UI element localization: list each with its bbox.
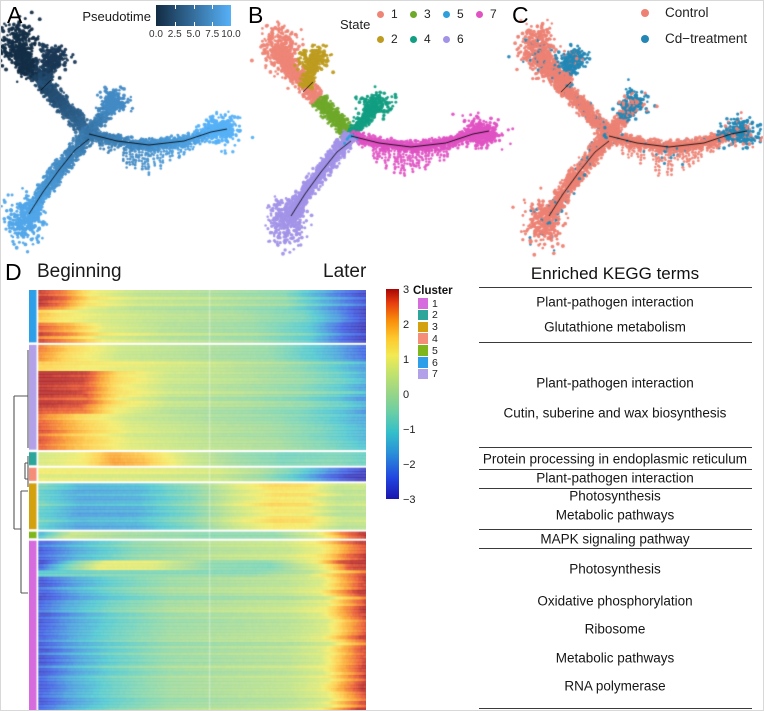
kegg-divider-line bbox=[479, 548, 752, 549]
state-legend-label: 5 bbox=[457, 7, 464, 21]
pseudotime-bar-tick bbox=[174, 5, 176, 9]
pseudotime-bar-tick bbox=[193, 5, 195, 9]
zscore-tick-label: 1 bbox=[403, 354, 410, 366]
kegg-term: Plant-pathogen interaction bbox=[536, 294, 694, 310]
kegg-term: Metabolic pathways bbox=[555, 507, 675, 523]
panel-a-label: A bbox=[7, 2, 23, 28]
state-legend-label: 6 bbox=[457, 32, 464, 46]
panel-c-label: C bbox=[512, 2, 529, 28]
state-legend-dot bbox=[475, 10, 483, 18]
kegg-term: Photosynthesis bbox=[569, 488, 661, 504]
kegg-term: Glutathione metabolism bbox=[544, 319, 686, 335]
kegg-divider-line bbox=[479, 708, 752, 709]
pseudotime-tick-label: 0.0 bbox=[149, 29, 163, 40]
pseudotime-bar-tick bbox=[193, 22, 195, 26]
cluster-legend-swatch bbox=[418, 333, 428, 344]
treatment-legend-dot bbox=[641, 35, 649, 43]
state-legend-dot bbox=[442, 35, 450, 43]
kegg-divider-line bbox=[479, 488, 752, 489]
panel-d-label: D bbox=[5, 259, 22, 285]
zscore-tick-label: 2 bbox=[403, 319, 410, 331]
state-legend-label: 7 bbox=[490, 7, 497, 21]
kegg-divider-line bbox=[479, 342, 752, 343]
heatmap-beginning-label: Beginning bbox=[37, 261, 122, 282]
kegg-term: Metabolic pathways bbox=[555, 650, 675, 666]
cluster-legend-swatch bbox=[418, 357, 428, 368]
state-legend-label: 1 bbox=[391, 7, 398, 21]
kegg-divider-line bbox=[479, 287, 752, 288]
cluster-legend-swatch bbox=[418, 309, 428, 321]
trajectory-panels-canvas bbox=[1, 1, 763, 259]
kegg-term: Plant-pathogen interaction bbox=[536, 375, 694, 391]
zscore-colorbar bbox=[386, 289, 399, 499]
state-legend-label: 4 bbox=[424, 32, 431, 46]
state-legend-dot bbox=[442, 10, 450, 18]
zscore-tick-label: 0 bbox=[403, 389, 410, 401]
treatment-legend-dot bbox=[641, 9, 649, 17]
panel-b-label: B bbox=[248, 2, 264, 28]
kegg-title: Enriched KEGG terms bbox=[530, 264, 700, 283]
cluster-legend-label: 4 bbox=[432, 332, 438, 345]
zscore-tick-label: −3 bbox=[403, 494, 416, 506]
state-legend-title: State bbox=[340, 17, 371, 32]
cluster-legend-title: Cluster bbox=[413, 285, 453, 297]
kegg-divider-line bbox=[479, 469, 752, 470]
cluster-legend-swatch bbox=[418, 321, 428, 333]
cluster-legend-label: 1 bbox=[432, 297, 438, 310]
zscore-tick-label: −1 bbox=[403, 424, 416, 436]
heatmap-later-label: Later bbox=[323, 261, 367, 282]
state-legend-dot bbox=[376, 10, 384, 18]
kegg-divider-line bbox=[479, 529, 752, 530]
pseudotime-tick-label: 5.0 bbox=[186, 29, 201, 40]
kegg-term: MAPK signaling pathway bbox=[540, 531, 690, 547]
kegg-divider-line bbox=[479, 447, 752, 448]
state-legend-dot bbox=[409, 35, 417, 43]
state-legend-label: 3 bbox=[424, 7, 431, 21]
zscore-tick-label: 3 bbox=[403, 284, 410, 296]
dendrogram bbox=[13, 350, 29, 594]
state-legend-label: 2 bbox=[391, 32, 398, 46]
pseudotime-bar-tick bbox=[212, 5, 214, 9]
zscore-tick-label: −2 bbox=[403, 459, 416, 471]
kegg-term: RNA polymerase bbox=[564, 678, 666, 694]
treatment-legend-label: Control bbox=[665, 5, 709, 20]
heatmap-canvas bbox=[29, 290, 366, 710]
pseudotime-tick-label: 7.5 bbox=[205, 29, 220, 40]
cluster-legend-label: 7 bbox=[432, 368, 438, 381]
state-legend-dot bbox=[376, 35, 384, 43]
state-legend-dot bbox=[409, 10, 417, 18]
cluster-legend-label: 6 bbox=[432, 356, 438, 369]
cluster-legend-label: 2 bbox=[432, 309, 438, 322]
kegg-term: Plant-pathogen interaction bbox=[536, 470, 694, 486]
cluster-legend-swatch bbox=[418, 345, 428, 356]
kegg-term: Ribosome bbox=[584, 621, 646, 637]
kegg-term: Photosynthesis bbox=[569, 561, 661, 577]
cluster-legend-label: 3 bbox=[432, 321, 438, 334]
kegg-term: Oxidative phosphorylation bbox=[537, 593, 693, 609]
pseudotime-bar-tick bbox=[174, 22, 176, 26]
cluster-legend-swatch bbox=[418, 368, 428, 380]
pseudotime-legend-title: Pseudotime bbox=[82, 9, 151, 24]
pseudotime-bar-tick bbox=[212, 22, 214, 26]
cluster-legend-swatch bbox=[418, 298, 428, 309]
kegg-term: Cutin, suberine and wax biosynthesis bbox=[503, 405, 727, 421]
pseudotime-tick-label: 10.0 bbox=[221, 29, 241, 40]
cluster-legend-label: 5 bbox=[432, 344, 438, 357]
pseudotime-colorbar bbox=[156, 5, 231, 26]
kegg-term: Protein processing in endoplasmic reticu… bbox=[482, 451, 748, 467]
treatment-legend-label: Cd−treatment bbox=[665, 31, 748, 46]
pseudotime-tick-label: 2.5 bbox=[167, 29, 182, 40]
